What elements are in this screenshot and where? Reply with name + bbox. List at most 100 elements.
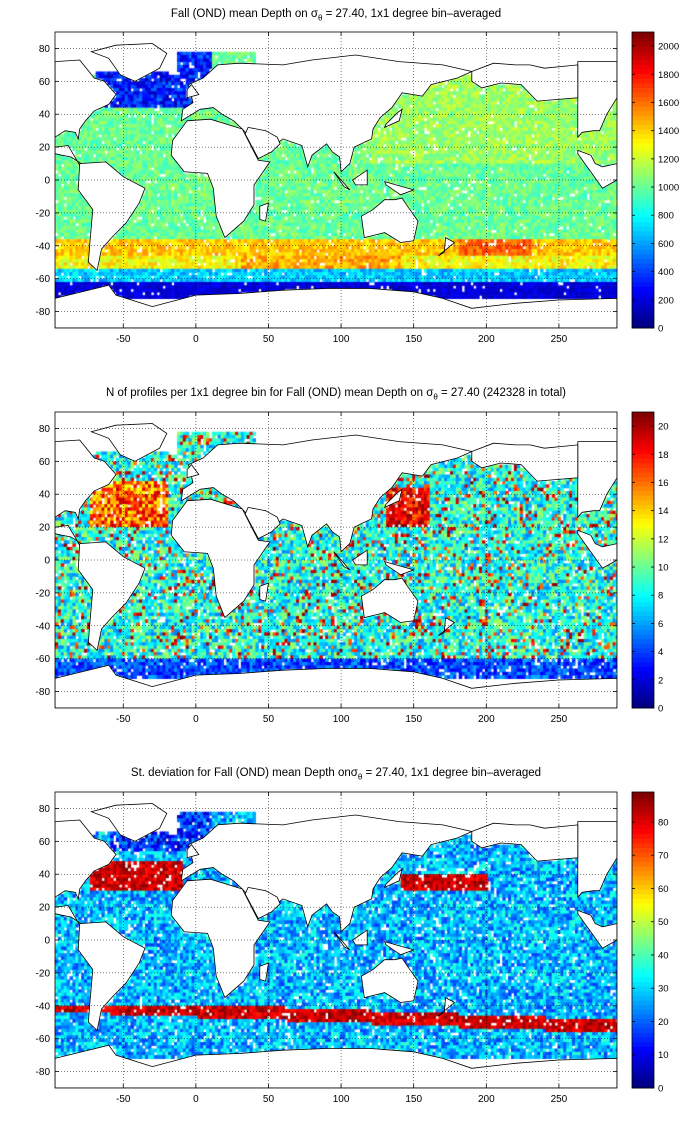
x-tick-label: 250 (551, 714, 568, 725)
colorbar-tick-label: 20 (658, 1017, 669, 1028)
land-mass (170, 118, 271, 239)
y-tick-label: -40 (36, 241, 51, 252)
x-tick-label: 0 (193, 334, 199, 345)
colorbar-tick-label: 1400 (658, 126, 679, 137)
land-mass (383, 488, 403, 509)
land-mass (55, 1044, 617, 1088)
land-mass (170, 878, 271, 999)
colorbar-tick-label: 0 (658, 324, 663, 335)
y-tick-label: 80 (39, 804, 51, 815)
x-tick-label: -50 (116, 334, 131, 345)
land-mass (55, 819, 117, 901)
x-tick-label: 150 (405, 1094, 422, 1105)
y-tick-label: 20 (39, 903, 51, 914)
y-tick-label: -40 (36, 1001, 51, 1012)
x-tick-label: -50 (116, 1094, 131, 1105)
colorbar-tick-label: 12 (658, 534, 669, 545)
x-tick-label: 200 (478, 334, 495, 345)
land-mass (577, 441, 617, 519)
land-mass (55, 284, 617, 328)
x-tick-label: 0 (193, 714, 199, 725)
land-mass (577, 149, 617, 189)
map-figure: -50 0 50 100 150 200 250806040200-20-40-60-802… (36, 411, 669, 725)
land-mass (471, 62, 579, 102)
map-title: St. deviation for Fall (OND) mean Depth … (130, 767, 542, 782)
colorbar-tick-label: 50 (658, 917, 669, 928)
x-tick-label: 50 (263, 1094, 275, 1105)
land-mass (244, 886, 281, 920)
land-mass (89, 423, 168, 462)
y-tick-label: -20 (36, 208, 51, 219)
map-title: Fall (OND) mean Depth on σθ = 27.40, 1x1… (170, 8, 502, 23)
land-mass (383, 560, 415, 576)
land-mass (244, 506, 281, 540)
colorbar-tick-label: 10 (658, 1050, 669, 1061)
x-tick-label: 150 (405, 714, 422, 725)
coastlines (55, 803, 617, 1088)
colorbar-tick-label: 60 (658, 884, 669, 895)
land-mass (577, 821, 617, 899)
land-mass (438, 616, 456, 636)
land-mass (186, 463, 200, 479)
x-tick-label: 150 (405, 334, 422, 345)
y-tick-label: -60 (36, 1034, 51, 1045)
depth-map-panel: Fall (OND) mean Depth on σθ = 27.40, 1x1… (0, 0, 696, 380)
y-tick-label: 40 (39, 110, 51, 121)
colorbar-tick-label: 6 (658, 619, 663, 630)
y-tick-label: -40 (36, 621, 51, 632)
y-tick-label: -60 (36, 274, 51, 285)
land-mass (77, 161, 146, 272)
y-tick-label: -20 (36, 588, 51, 599)
land-mass (471, 822, 579, 862)
x-tick-label: 200 (478, 1094, 495, 1105)
x-tick-label: 100 (333, 334, 350, 345)
stdev-map-panel: St. deviation for Fall (OND) mean Depth … (0, 760, 696, 1140)
land-mass (352, 929, 368, 946)
colorbar-tick-label: 4 (658, 647, 663, 658)
colorbar-tick-label: 16 (658, 478, 669, 489)
x-tick-label: 250 (551, 1094, 568, 1105)
y-tick-label: 40 (39, 870, 51, 881)
x-tick-label: 100 (333, 714, 350, 725)
y-tick-label: -80 (36, 307, 51, 318)
y-tick-label: -60 (36, 654, 51, 665)
x-tick-label: 0 (193, 1094, 199, 1105)
land-mass (55, 664, 617, 708)
colorbar-tick-label: 30 (658, 984, 669, 995)
colorbar-tick-label: 0 (658, 704, 663, 715)
colorbar-tick-label: 400 (658, 267, 674, 278)
x-tick-label: 100 (333, 1094, 350, 1105)
colorbar-tick-label: 20 (658, 422, 669, 433)
land-mass (438, 996, 456, 1016)
colorbar-tick-label: 800 (658, 211, 674, 222)
x-tick-label: 50 (263, 334, 275, 345)
land-mass (89, 43, 168, 82)
colorbar-tick-label: 0 (658, 1084, 663, 1095)
y-tick-label: 60 (39, 837, 51, 848)
land-mass (333, 551, 351, 571)
land-mass (333, 931, 351, 951)
land-mass (383, 868, 403, 889)
colorbar-tick-label: 2 (658, 675, 663, 686)
x-tick-label: 50 (263, 714, 275, 725)
y-tick-label: 20 (39, 143, 51, 154)
coastlines (55, 43, 617, 328)
land-mass (77, 921, 146, 1032)
land-mass (352, 169, 368, 186)
x-tick-label: -50 (116, 714, 131, 725)
land-mass (577, 529, 617, 569)
colorbar-tick-label: 70 (658, 851, 669, 862)
profile-count-map-panel: N of profiles per 1x1 degree bin for Fal… (0, 380, 696, 760)
land-mass (471, 442, 579, 482)
y-tick-label: -20 (36, 968, 51, 979)
colorbar-tick-label: 2000 (658, 42, 679, 53)
land-mass (383, 940, 415, 956)
colorbar-tick-label: 600 (658, 239, 674, 250)
colorbar-tick-label: 1200 (658, 154, 679, 165)
land-mass (259, 962, 270, 982)
grid-lines (55, 412, 617, 708)
land-mass (333, 171, 351, 191)
y-tick-label: 60 (39, 77, 51, 88)
land-mass (577, 909, 617, 949)
